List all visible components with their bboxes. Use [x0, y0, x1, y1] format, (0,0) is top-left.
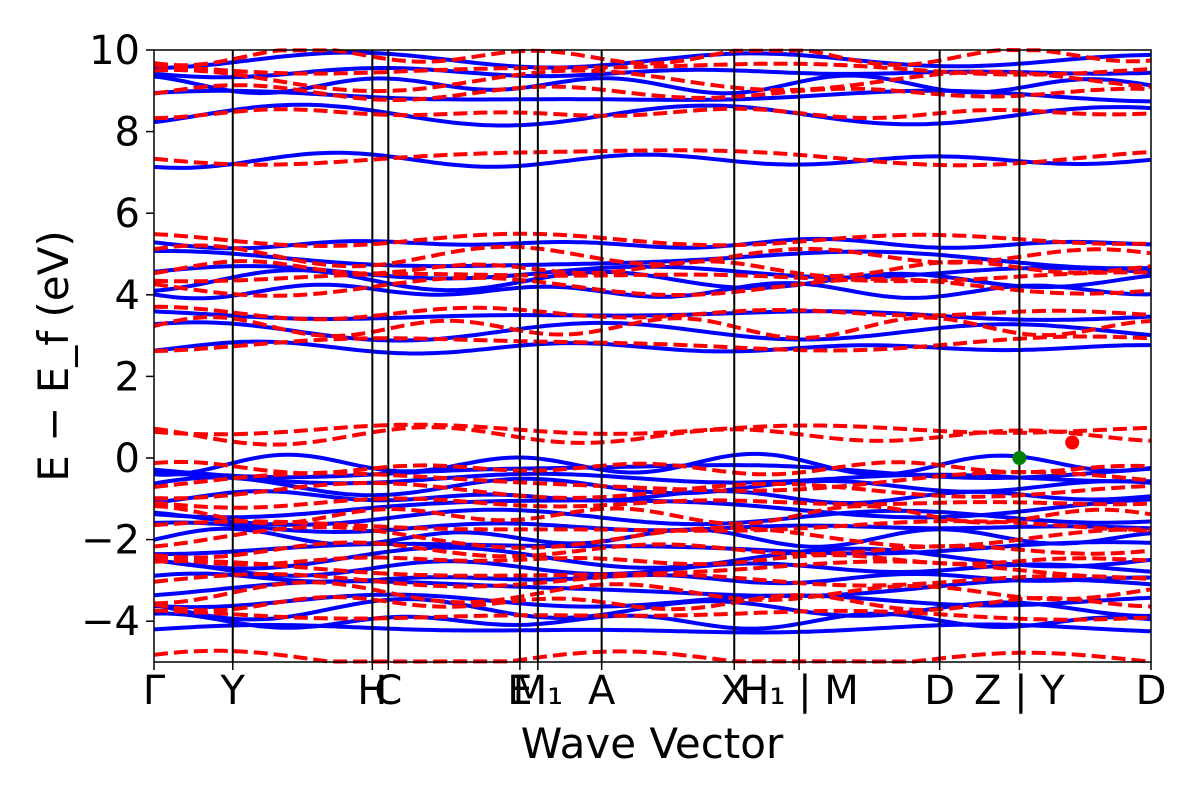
x-axis-ticks: Γ Y HC EM₁ A XH₁ | M D Z | Y D: [143, 662, 1167, 714]
y-tick-label: 2: [115, 354, 140, 400]
spin-up-band: [153, 463, 1152, 480]
spin-down-band: [153, 243, 1152, 269]
x-tick-label: Z | Y: [974, 668, 1065, 714]
spin-down-band: [153, 106, 1152, 121]
extremum-markers: [1012, 435, 1080, 465]
spin-down-band: [153, 481, 1152, 501]
spin-down-band: [153, 524, 1152, 550]
spin-down-band: [153, 47, 1152, 68]
spin-down-band: [153, 608, 1152, 622]
spin-down-band: [153, 61, 1152, 77]
x-tick-label: C: [374, 668, 402, 714]
spin-up-band: [153, 451, 1152, 477]
spin-up-band: [153, 471, 1152, 486]
spin-down-band: [153, 572, 1152, 589]
k-point-separators: [231, 50, 1021, 662]
x-tick-label: M₁: [513, 668, 564, 714]
spin-down-band: [153, 519, 1152, 533]
x-tick-label: H: [357, 668, 387, 714]
y-tick-label: 10: [89, 28, 140, 74]
y-axis-label: E − E_f (eV): [29, 230, 78, 481]
spin-down-band: [153, 553, 1152, 567]
spin-down-band: [153, 504, 1152, 526]
spin-up-band: [153, 236, 1152, 251]
spin-down-band: [153, 648, 1152, 664]
y-tick-label: 8: [115, 110, 140, 156]
x-tick-label: A: [588, 668, 616, 714]
plot-frame: [153, 49, 1152, 663]
spin-up-band: [153, 150, 1152, 170]
x-tick-label: H₁ | M: [739, 668, 859, 714]
spin-down-band: [153, 422, 1152, 437]
spin-down-band: [153, 559, 1152, 581]
y-tick-label: 4: [115, 273, 140, 319]
spin-down-band: [153, 83, 1152, 102]
x-tick-label: X: [721, 668, 748, 714]
spin-down-band: [153, 425, 1152, 447]
spin-down-band: [154, 580, 1152, 606]
y-tick-label: −2: [81, 518, 140, 564]
spin-up-band: [153, 611, 1152, 631]
spin-up-band: [153, 520, 1152, 534]
y-tick-label: 6: [115, 191, 140, 237]
spin-down-band: [153, 334, 1152, 354]
y-tick-label: −4: [81, 599, 140, 645]
x-tick-label: D: [924, 668, 955, 714]
spin-up-band: [153, 497, 1152, 520]
x-tick-label: Γ: [143, 668, 166, 714]
spin-up-band: [153, 339, 1151, 356]
band-edge-marker: [1012, 451, 1027, 465]
spin-down-band: [153, 315, 1152, 341]
spin-down-band: [153, 275, 1152, 298]
x-tick-label: D: [1136, 668, 1167, 714]
spin-up-band: [154, 50, 1152, 70]
y-tick-label: 0: [115, 436, 140, 482]
spin-down-band: [153, 540, 1152, 560]
spin-down-band: [153, 270, 1152, 284]
band-lines: [153, 47, 1152, 664]
spin-up-band: [153, 320, 1152, 343]
spin-up-band: [153, 248, 1152, 271]
spin-up-band: [153, 66, 1152, 80]
spin-down-band: [153, 496, 1152, 510]
spin-down-band: [153, 68, 1152, 94]
spin-down-band: [153, 259, 1152, 279]
x-tick-label: Y: [220, 668, 246, 714]
x-axis-label: Wave Vector: [521, 719, 784, 768]
spin-up-band: [153, 281, 1152, 301]
band-edge-marker: [1065, 435, 1080, 450]
spin-down-band: [153, 304, 1152, 322]
spin-up-band: [153, 102, 1152, 128]
y-axis-ticks: −4 −2 0 2 4 6 8 10: [81, 28, 154, 645]
spin-down-band: [153, 459, 1152, 477]
x-tick-label: E: [507, 668, 532, 714]
spin-down-band: [153, 231, 1152, 249]
spin-down-band: [153, 593, 1152, 613]
spin-down-band: [153, 148, 1152, 168]
